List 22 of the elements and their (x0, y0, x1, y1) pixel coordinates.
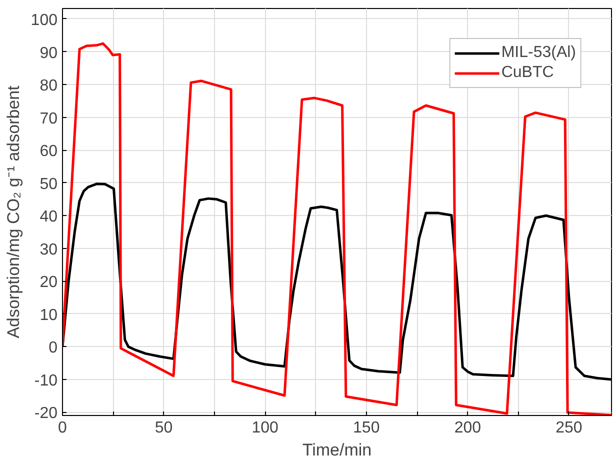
y-tick-label: 40 (40, 208, 58, 226)
y-tick-label: 90 (40, 44, 58, 62)
y-axis-title: Adsorption/mg CO₂ g⁻¹ adsorbent (4, 85, 23, 338)
y-tick-label: 20 (40, 274, 58, 292)
y-tick-label: 60 (40, 143, 58, 160)
x-tick-label: 100 (252, 420, 279, 436)
x-tick-label: 200 (454, 420, 482, 436)
y-tick-label: 50 (40, 176, 58, 193)
x-axis-title: Time/min (302, 440, 372, 460)
legend-label: CuBTC (501, 64, 554, 82)
y-tick-label: 0 (48, 340, 58, 357)
y-tick-label: 10 (40, 306, 58, 324)
y-tick-label: 70 (40, 110, 58, 128)
x-tick-label: 150 (353, 420, 380, 436)
y-tick-label: 30 (40, 241, 58, 258)
y-tick-label: 80 (40, 78, 58, 95)
x-tick-label: 50 (154, 420, 173, 436)
y-tick-label: 100 (30, 12, 58, 29)
legend-label: MIL-53(Al) (501, 44, 576, 62)
y-tick-label: -20 (34, 405, 58, 422)
x-tick-label: 250 (556, 420, 582, 436)
y-tick-label: -10 (34, 372, 58, 390)
